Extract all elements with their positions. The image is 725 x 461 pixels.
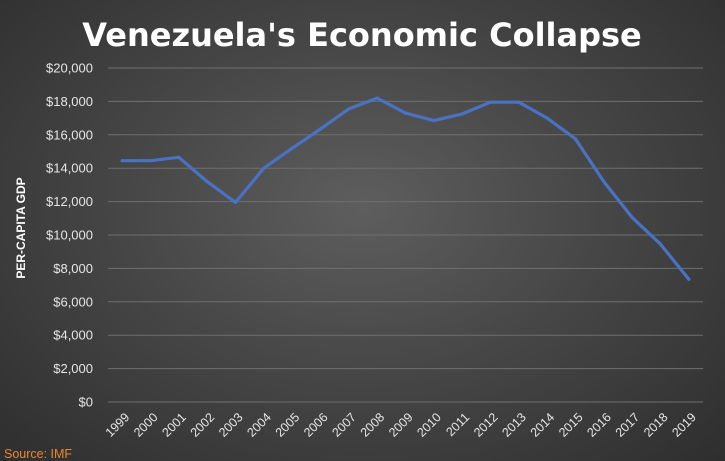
- y-tick-label: $18,000: [46, 94, 93, 109]
- chart-title: Venezuela's Economic Collapse: [82, 16, 642, 54]
- y-tick-label: $0: [79, 395, 93, 410]
- data-point: [517, 100, 521, 104]
- data-point: [290, 146, 294, 150]
- x-tick-label: 2018: [641, 410, 671, 440]
- data-point: [658, 242, 663, 246]
- data-point: [630, 215, 634, 220]
- data-point: [177, 155, 181, 159]
- x-tick-label: 1999: [103, 410, 133, 440]
- y-tick-label: $20,000: [46, 61, 93, 76]
- x-tick-label: 2001: [159, 410, 189, 440]
- data-point: [233, 200, 238, 205]
- x-tick-label: 2017: [613, 410, 643, 440]
- data-point: [262, 166, 266, 170]
- x-tick-label: 2019: [669, 410, 699, 440]
- data-point: [687, 277, 691, 281]
- y-tick-label: $4,000: [53, 328, 93, 343]
- y-tick-label: $8,000: [53, 261, 93, 276]
- data-point: [375, 96, 379, 100]
- source-note: Source: IMF: [4, 447, 72, 461]
- x-tick-label: 2015: [556, 410, 586, 440]
- data-point: [432, 119, 436, 123]
- data-point: [205, 179, 209, 184]
- y-tick-label: $14,000: [46, 161, 93, 176]
- x-tick-label: 2004: [244, 410, 274, 440]
- data-point: [460, 112, 464, 116]
- x-tick-label: 2013: [499, 410, 529, 440]
- x-tick-label: 2010: [414, 410, 444, 440]
- data-point: [488, 100, 493, 104]
- data-point: [573, 137, 578, 141]
- y-tick-label: $2,000: [53, 361, 93, 376]
- data-point: [602, 179, 606, 184]
- x-tick-label: 2012: [471, 410, 501, 440]
- y-tick-label: $10,000: [46, 228, 93, 243]
- x-tick-label: 2011: [443, 410, 472, 439]
- x-tick-label: 2007: [329, 410, 359, 440]
- y-axis-ticks: $0 $2,000 $4,000 $6,000 $8,000 $10,000 $12,000…: [46, 61, 93, 410]
- data-point: [403, 111, 408, 115]
- y-tick-label: $16,000: [46, 127, 93, 142]
- x-tick-label: 2008: [358, 410, 388, 440]
- x-tick-label: 2003: [216, 410, 246, 440]
- series-line: [120, 96, 691, 281]
- y-tick-label: $6,000: [53, 294, 93, 309]
- x-tick-label: 2016: [584, 410, 614, 440]
- data-point: [120, 159, 124, 163]
- y-axis-label: PER-CAPITA GDP: [14, 177, 28, 278]
- x-tick-label: 2006: [301, 410, 331, 440]
- x-tick-label: 2000: [131, 410, 161, 440]
- series: [120, 96, 691, 281]
- x-tick-label: 2009: [386, 410, 416, 440]
- y-tick-label: $12,000: [46, 194, 93, 209]
- x-tick-label: 2005: [273, 410, 303, 440]
- data-point: [347, 107, 351, 111]
- x-tick-label: 2002: [188, 410, 218, 440]
- data-point: [148, 159, 153, 163]
- x-axis-ticks: 1999200020012002200320042005200620072008…: [103, 410, 699, 440]
- data-point: [318, 127, 323, 131]
- x-tick-label: 2014: [528, 410, 558, 440]
- data-point: [545, 116, 549, 120]
- gridlines: [108, 67, 703, 403]
